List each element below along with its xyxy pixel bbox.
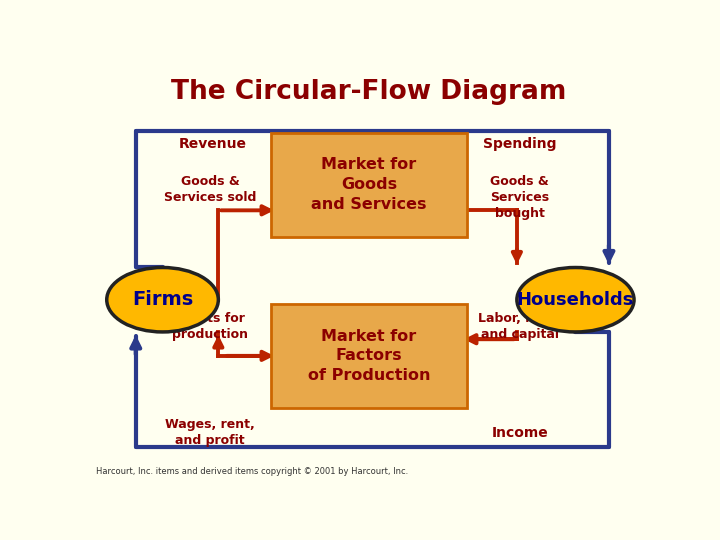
- Text: Income: Income: [491, 426, 548, 440]
- Text: The Circular-Flow Diagram: The Circular-Flow Diagram: [171, 79, 567, 105]
- Ellipse shape: [107, 267, 218, 332]
- Text: Market for
Goods
and Services: Market for Goods and Services: [311, 157, 427, 212]
- Text: Households: Households: [517, 291, 634, 309]
- Text: Wages, rent,
and profit: Wages, rent, and profit: [165, 418, 255, 447]
- Text: Firms: Firms: [132, 290, 193, 309]
- Text: Goods &
Services
bought: Goods & Services bought: [490, 176, 549, 220]
- FancyBboxPatch shape: [271, 304, 467, 408]
- Text: Market for
Factors
of Production: Market for Factors of Production: [307, 328, 431, 383]
- Text: Goods &
Services sold: Goods & Services sold: [163, 175, 256, 204]
- Text: Spending: Spending: [483, 137, 557, 151]
- Text: Labor, land,
and capital: Labor, land, and capital: [479, 312, 561, 341]
- Ellipse shape: [517, 267, 634, 332]
- FancyBboxPatch shape: [271, 133, 467, 238]
- Text: Harcourt, Inc. items and derived items copyright © 2001 by Harcourt, Inc.: Harcourt, Inc. items and derived items c…: [96, 467, 408, 476]
- Text: Revenue: Revenue: [179, 137, 247, 151]
- Text: Inputs for
production: Inputs for production: [172, 312, 248, 341]
